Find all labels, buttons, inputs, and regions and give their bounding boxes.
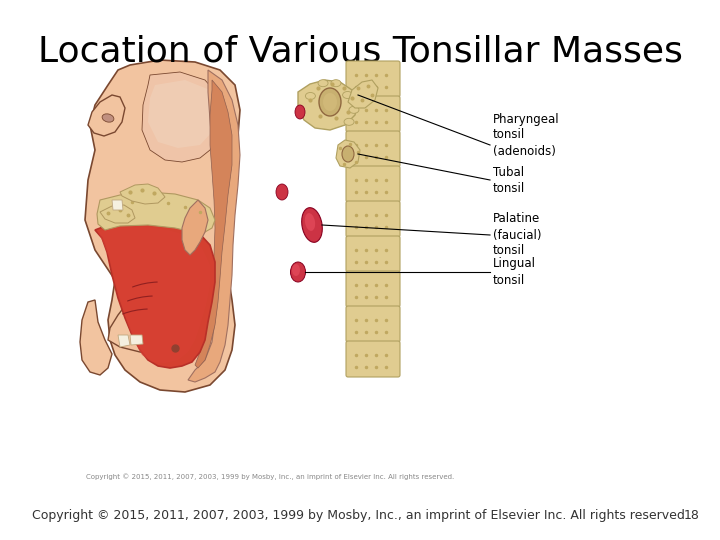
Text: Lingual
tonsil: Lingual tonsil: [493, 258, 536, 287]
Polygon shape: [120, 184, 165, 204]
Ellipse shape: [318, 80, 328, 87]
Polygon shape: [97, 192, 215, 232]
FancyBboxPatch shape: [346, 271, 400, 307]
Polygon shape: [108, 278, 208, 354]
FancyBboxPatch shape: [346, 166, 400, 202]
Ellipse shape: [343, 91, 353, 98]
Polygon shape: [118, 335, 130, 347]
Ellipse shape: [349, 106, 359, 113]
Polygon shape: [148, 80, 218, 148]
Polygon shape: [88, 95, 125, 136]
Ellipse shape: [344, 118, 354, 125]
Ellipse shape: [276, 184, 288, 200]
FancyBboxPatch shape: [346, 201, 400, 237]
Polygon shape: [95, 222, 215, 368]
Polygon shape: [130, 335, 143, 345]
Text: Pharyngeal
tonsil
(adenoids): Pharyngeal tonsil (adenoids): [493, 112, 559, 158]
Polygon shape: [298, 80, 358, 130]
Polygon shape: [98, 227, 210, 363]
Polygon shape: [188, 70, 240, 382]
Polygon shape: [100, 205, 135, 223]
FancyBboxPatch shape: [346, 236, 400, 272]
Polygon shape: [348, 80, 378, 108]
Text: Copyright © 2015, 2011, 2007, 2003, 1999 by Mosby, Inc., an imprint of Elsevier : Copyright © 2015, 2011, 2007, 2003, 1999…: [32, 509, 688, 522]
Ellipse shape: [292, 264, 300, 276]
Ellipse shape: [102, 114, 114, 122]
FancyBboxPatch shape: [346, 61, 400, 97]
Ellipse shape: [323, 93, 337, 111]
Polygon shape: [142, 72, 222, 162]
FancyBboxPatch shape: [346, 96, 400, 132]
Text: 18: 18: [684, 509, 700, 522]
Ellipse shape: [305, 213, 315, 231]
Ellipse shape: [290, 262, 305, 282]
Polygon shape: [80, 300, 112, 375]
Ellipse shape: [305, 92, 315, 99]
Text: Tubal
tonsil: Tubal tonsil: [493, 165, 526, 194]
Polygon shape: [85, 60, 240, 392]
Ellipse shape: [302, 208, 323, 242]
Polygon shape: [195, 80, 232, 368]
FancyBboxPatch shape: [346, 131, 400, 167]
FancyBboxPatch shape: [346, 341, 400, 377]
Polygon shape: [112, 200, 123, 210]
Text: Location of Various Tonsillar Masses: Location of Various Tonsillar Masses: [38, 35, 683, 69]
Text: Palatine
(faucial)
tonsil: Palatine (faucial) tonsil: [493, 213, 541, 258]
Ellipse shape: [331, 80, 341, 87]
Polygon shape: [182, 200, 208, 255]
Ellipse shape: [295, 105, 305, 119]
Polygon shape: [336, 140, 360, 168]
Ellipse shape: [342, 146, 354, 162]
Ellipse shape: [319, 88, 341, 116]
Text: Copyright © 2015, 2011, 2007, 2003, 1999 by Mosby, Inc., an imprint of Elsevier : Copyright © 2015, 2011, 2007, 2003, 1999…: [86, 474, 454, 480]
FancyBboxPatch shape: [346, 306, 400, 342]
